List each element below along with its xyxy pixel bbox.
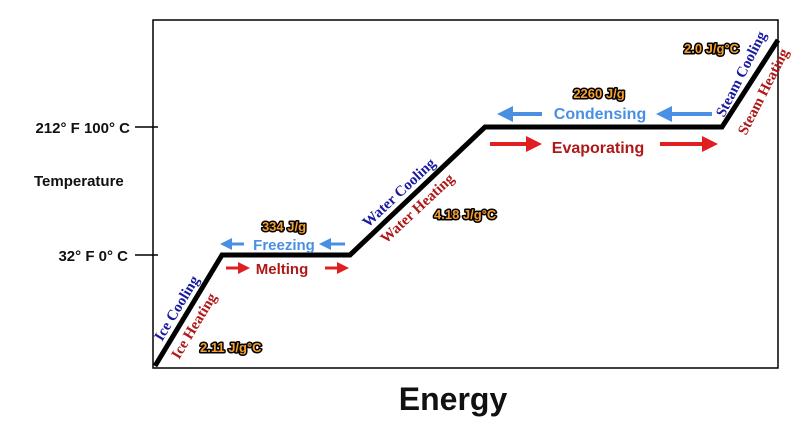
water-specific-heat: 4.18 J/g°C (434, 207, 497, 222)
steam-specific-heat: 2.0 J/g°C (684, 41, 740, 56)
y-axis-title: Temperature (34, 173, 124, 190)
fusion-latent-heat: 334 J/g (262, 219, 306, 234)
vaporization-latent-heat: 2260 J/g (573, 86, 624, 101)
heating-curve-line (152, 38, 781, 368)
melting-label: Melting (256, 261, 309, 278)
tick-high-label: 212° F 100° C (35, 120, 130, 137)
condensing-label: Condensing (554, 106, 646, 123)
tick-low-label: 32° F 0° C (58, 248, 128, 265)
x-axis-title: Energy (399, 381, 508, 417)
freezing-label: Freezing (253, 237, 315, 254)
ice-specific-heat: 2.11 J/g°C (200, 340, 262, 355)
evaporating-label: Evaporating (552, 140, 644, 157)
plot-frame (152, 19, 779, 369)
